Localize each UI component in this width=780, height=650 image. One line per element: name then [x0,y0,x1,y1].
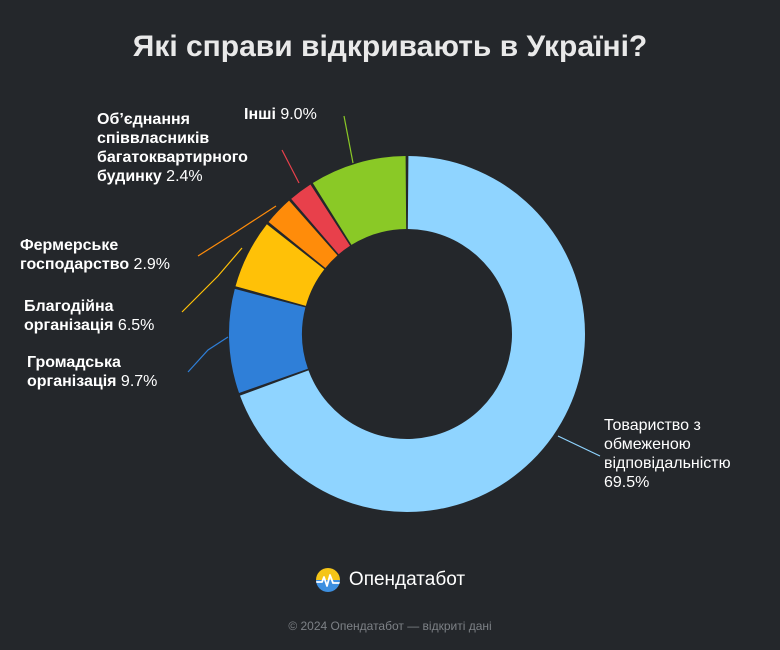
slice-label-value: 2.4% [161,168,203,185]
leader-line-1 [557,435,601,457]
slice-label-name: Товариство з обмеженою відповідальністю … [604,417,731,491]
donut-slice-4 [268,200,338,268]
slice-label-3: Благодійна організація 6.5% [24,297,154,335]
slice-label-name: Громадська організація [27,354,121,390]
leader-line-5 [281,149,300,184]
donut-slice-5 [291,184,351,255]
copyright-footer: © 2024 Опендатабот — відкриті дані [288,619,492,633]
slice-label-2: Громадська організація 9.7% [27,353,157,391]
slice-label-name: Інші [244,106,276,123]
donut-slice-6 [312,156,407,245]
opendatabot-logo-icon [315,568,340,592]
slice-label-value: 9.0% [275,106,317,123]
leader-line-2 [187,336,229,373]
leader-line-3 [181,247,243,313]
slice-label-name: Об’єднання співвласників багатоквартирно… [97,111,248,185]
chart-title: Які справи відкривають в Україні? [132,30,648,63]
slice-label-value: 6.5% [113,317,155,334]
slice-label-1: Товариство з обмеженою відповідальністю … [604,416,731,492]
slice-label-name: Фермерське господарство [20,237,130,273]
leader-line-4 [197,205,277,257]
donut-slice-1 [240,156,585,512]
slice-label-5: Об’єднання співвласників багатоквартирно… [97,110,248,186]
slice-label-6: Інші 9.0% [244,105,317,124]
brand-logo: Опендатабот [0,567,780,593]
slice-label-value: 9.7% [116,373,158,390]
slice-label-4: Фермерське господарство 2.9% [20,236,170,274]
donut-slice-3 [235,224,325,306]
slice-label-name: Благодійна організація [24,298,114,334]
donut-slice-2 [229,288,308,393]
brand-name: Опендатабот [348,569,466,590]
leader-line-6 [343,115,354,164]
slice-label-value: 2.9% [129,256,171,273]
